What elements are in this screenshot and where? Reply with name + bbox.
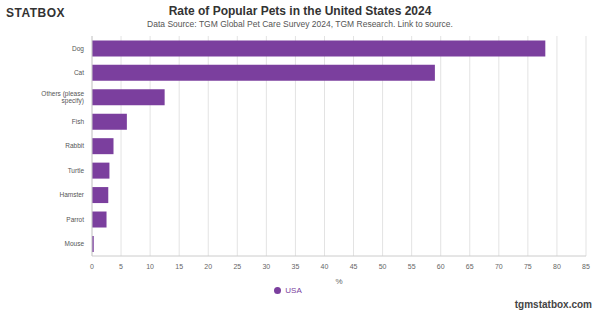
svg-text:Hamster: Hamster (59, 191, 84, 198)
svg-text:Fish: Fish (72, 118, 85, 125)
svg-text:70: 70 (495, 263, 503, 270)
html-text:tgmstatbox.com: tgmstatbox.com (514, 299, 592, 310)
svg-text:50: 50 (379, 263, 387, 270)
svg-text:Others (pleasespecify): Others (pleasespecify) (41, 90, 84, 105)
svg-text:60: 60 (437, 263, 445, 270)
svg-text:20: 20 (204, 263, 212, 270)
svg-text:Rabbit: Rabbit (65, 142, 84, 149)
svg-text:Turtle: Turtle (68, 167, 85, 174)
html-text:STATBOX: STATBOX (6, 6, 66, 20)
svg-text:65: 65 (466, 263, 474, 270)
svg-text:85: 85 (582, 263, 590, 270)
svg-text:Mouse: Mouse (64, 240, 84, 247)
html-text:Rate of Popular Pets in the Un: Rate of Popular Pets in the United State… (168, 4, 432, 18)
svg-text:15: 15 (175, 263, 183, 270)
svg-text:5: 5 (119, 263, 123, 270)
html-text:Data Source: TGM Global Pet Ca: Data Source: TGM Global Pet Care Survey … (147, 19, 453, 29)
svg-text:25: 25 (233, 263, 241, 270)
svg-text:30: 30 (262, 263, 270, 270)
svg-text:%: % (335, 277, 342, 286)
svg-text:Cat: Cat (74, 69, 84, 76)
svg-text:10: 10 (146, 263, 154, 270)
svg-text:45: 45 (350, 263, 358, 270)
svg-text:Parrot: Parrot (66, 216, 84, 223)
svg-text:80: 80 (553, 263, 561, 270)
svg-text:40: 40 (321, 263, 329, 270)
svg-text:75: 75 (524, 263, 532, 270)
svg-text:0: 0 (90, 263, 94, 270)
svg-text:Dog: Dog (72, 45, 84, 53)
html-text:USA: USA (285, 286, 302, 295)
svg-text:55: 55 (408, 263, 416, 270)
svg-text:35: 35 (292, 263, 300, 270)
